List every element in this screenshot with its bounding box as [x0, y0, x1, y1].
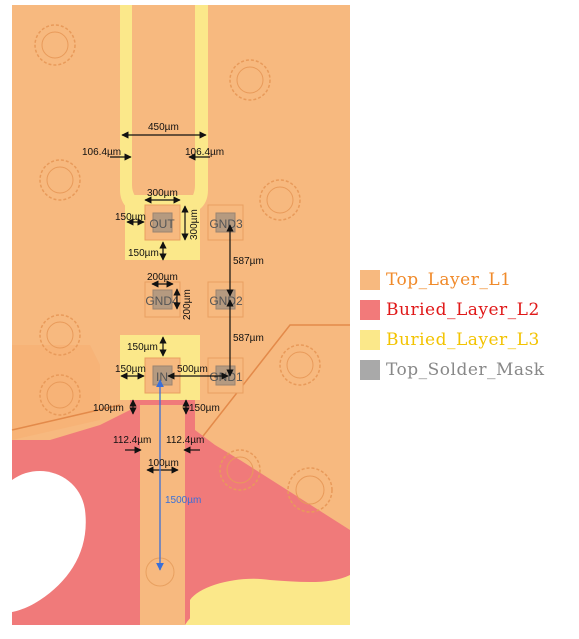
board-cutout-right	[185, 597, 350, 625]
dim-label-150-right: 150µm	[189, 403, 220, 414]
pad-label-in: IN	[156, 370, 168, 384]
via-rings	[34, 24, 333, 513]
via-rings-inner	[41, 31, 325, 505]
pad-label-gnd3: GND3	[209, 217, 243, 231]
dim-label-150-out-left: 150µm	[115, 212, 146, 223]
dim-label-587-bottom: 587µm	[233, 333, 264, 344]
board-cutout	[12, 471, 86, 612]
dim-label-1500: 1500µm	[165, 495, 201, 506]
output-trace-l3	[120, 5, 208, 215]
legend-swatch-solder-mask	[360, 360, 380, 380]
legend-item-buried-l3: Buried_Layer_L3	[360, 328, 545, 352]
pad-frames	[144, 204, 244, 394]
dim-label-112-right: 112.4µm	[166, 435, 204, 446]
dim-label-200-h: 200µm	[182, 289, 193, 320]
top-layer-pour-diagonal	[199, 324, 350, 441]
legend-swatch-top-layer	[360, 270, 380, 290]
dim-label-100-feed: 100µm	[148, 458, 179, 469]
pad-label-gnd2: GND2	[209, 294, 243, 308]
pad-label-out: OUT	[149, 217, 175, 231]
legend-item-buried-l2: Buried_Layer_L2	[360, 298, 545, 322]
top-layer-pour-edge	[12, 345, 100, 440]
dim-label-150-in-top: 150µm	[127, 342, 158, 353]
dim-label-587-top: 587µm	[233, 256, 264, 267]
dim-label-450: 450µm	[148, 122, 179, 133]
dim-label-200-w: 200µm	[147, 272, 178, 283]
dim-label-300-h: 300µm	[189, 209, 200, 240]
dim-label-106-right: 106.4µm	[185, 147, 224, 158]
legend-label-buried-l2: Buried_Layer_L2	[386, 300, 540, 320]
dim-label-500: 500µm	[177, 364, 208, 375]
legend-label-buried-l3: Buried_Layer_L3	[386, 330, 540, 350]
legend-item-solder-mask: Top_Solder_Mask	[360, 358, 545, 382]
dim-label-150-out-bottom: 150µm	[128, 248, 159, 259]
dim-label-100-left: 100µm	[93, 403, 124, 414]
dim-label-300-w: 300µm	[147, 188, 178, 199]
legend-label-solder-mask: Top_Solder_Mask	[386, 360, 545, 380]
legend-swatch-buried-l2	[360, 300, 380, 320]
dim-label-106-left: 106.4µm	[82, 147, 121, 158]
legend-item-top-layer: Top_Layer_L1	[360, 268, 545, 292]
dim-label-112-left: 112.4µm	[113, 435, 151, 446]
pcb-layout-diagram: OUT GND3 GND4 GND2 IN GND1 450µm 106.4µm…	[11, 5, 350, 625]
dim-label-150-in-left: 150µm	[115, 364, 146, 375]
legend-label-top-layer: Top_Layer_L1	[386, 270, 512, 290]
pad-label-gnd4: GND4	[145, 294, 179, 308]
pad-label-gnd1: GND1	[209, 370, 243, 384]
top-layer-pour-line	[11, 404, 121, 431]
layer-legend: Top_Layer_L1 Buried_Layer_L2 Buried_Laye…	[360, 268, 545, 388]
legend-swatch-buried-l3	[360, 330, 380, 350]
